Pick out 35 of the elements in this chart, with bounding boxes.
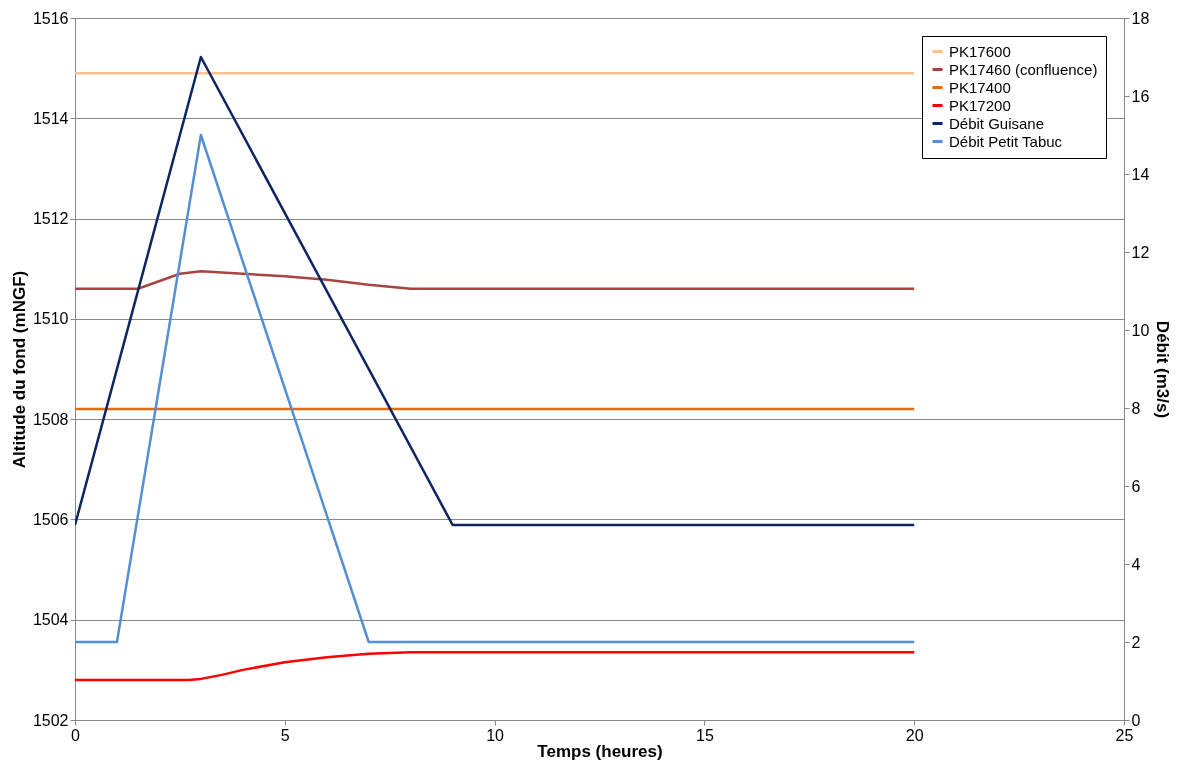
x-tick-label: 25	[1115, 726, 1134, 744]
x-tick-label: 15	[696, 726, 714, 744]
legend-label: Débit Petit Tabuc	[949, 132, 1063, 150]
line-series	[75, 651, 916, 682]
legend-label: Débit Guisane	[949, 114, 1045, 132]
y2-tick-label: 16	[1131, 87, 1150, 105]
x-tick-label: 0	[71, 726, 81, 744]
y-tick-label: 1510	[32, 310, 69, 328]
legend-label: PK17460 (confluence)	[949, 60, 1098, 78]
legend-label: PK17200	[949, 96, 1011, 114]
y-tick-label: 1514	[32, 109, 69, 127]
legend-label: PK17400	[949, 78, 1011, 96]
y2-tick-label: 0	[1131, 711, 1141, 729]
y2-tick-label: 8	[1131, 399, 1141, 417]
x-axis-title: Temps (heures)	[537, 741, 663, 761]
y2-tick-label: 18	[1131, 9, 1150, 27]
y2-axis-title: Débit (m3/s)	[1153, 320, 1173, 419]
x-tick-label: 10	[486, 726, 505, 744]
y2-tick-label: 10	[1131, 321, 1150, 339]
y-tick-label: 1502	[32, 711, 69, 729]
y2-tick-label: 4	[1131, 555, 1141, 573]
y-tick-label: 1506	[32, 510, 69, 528]
x-tick-label: 20	[905, 726, 924, 744]
legend-label: PK17600	[949, 42, 1011, 60]
y-tick-label: 1504	[32, 611, 69, 629]
y2-tick-label: 14	[1131, 165, 1150, 183]
line-series	[75, 269, 916, 291]
y-axis-title: Altitude du fond (mNGF)	[9, 270, 29, 469]
y-tick-label: 1508	[32, 410, 69, 428]
y-tick-label: 1512	[32, 210, 69, 228]
x-tick-label: 5	[280, 726, 290, 744]
y2-tick-label: 12	[1131, 243, 1150, 261]
y2-tick-label: 6	[1131, 477, 1141, 495]
y2-tick-label: 2	[1131, 633, 1141, 651]
y-tick-label: 1516	[32, 9, 69, 27]
